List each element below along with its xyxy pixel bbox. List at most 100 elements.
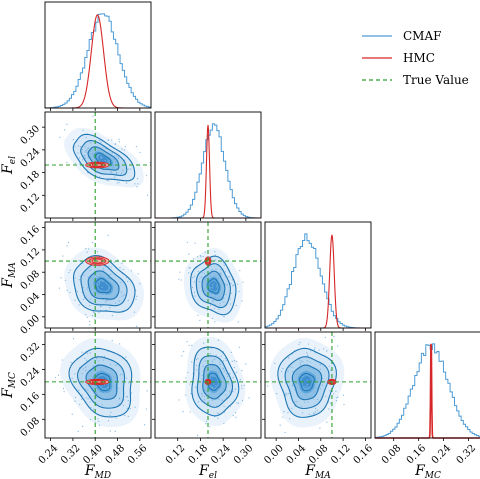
cmaf-sample — [99, 293, 100, 294]
cmaf-sample — [300, 342, 301, 343]
cmaf-sample — [187, 242, 188, 243]
cmaf-sample — [204, 273, 205, 274]
cmaf-sample — [97, 418, 98, 419]
cmaf-sample — [64, 129, 65, 130]
cmaf-sample — [244, 385, 245, 386]
cmaf-sample — [225, 294, 226, 295]
cmaf-sample — [108, 420, 109, 421]
cmaf-sample — [146, 175, 147, 176]
cmaf-sample — [87, 288, 88, 289]
cmaf-sample — [225, 358, 226, 359]
cmaf-sample — [320, 369, 321, 370]
x-axis-label-0: FMD — [84, 463, 111, 479]
cmaf-sample — [185, 394, 186, 395]
panel-3-2: 0.000.040.080.120.16 — [262, 316, 375, 466]
cmaf-sample — [276, 393, 277, 394]
cmaf-sample — [96, 386, 97, 387]
cmaf-sample — [87, 353, 88, 354]
cmaf-sample — [89, 321, 90, 322]
cmaf-sample — [212, 386, 213, 387]
cmaf-sample — [212, 269, 213, 270]
cmaf-sample — [87, 157, 88, 158]
cmaf-sample — [305, 371, 306, 372]
cmaf-sample — [307, 380, 308, 381]
cmaf-sample — [85, 366, 86, 367]
cmaf-sample — [216, 275, 217, 276]
cmaf-sample — [209, 294, 210, 295]
cmaf-sample — [205, 287, 206, 288]
cmaf-sample — [240, 379, 241, 380]
cmaf-sample — [95, 172, 96, 173]
cmaf-sample — [90, 279, 91, 280]
x-axis-label-1: Fel — [198, 463, 217, 479]
cmaf-sample — [74, 400, 75, 401]
cmaf-sample — [333, 393, 334, 394]
cmaf-sample — [117, 182, 118, 183]
cmaf-sample — [289, 418, 290, 419]
cmaf-sample — [301, 360, 302, 361]
cmaf-sample — [99, 283, 100, 284]
cmaf-sample — [204, 399, 205, 400]
cmaf-sample — [67, 290, 68, 291]
cmaf-sample — [210, 378, 211, 379]
x-tick-label: 0.24 — [430, 443, 454, 467]
cmaf-sample — [214, 359, 215, 360]
cmaf-sample — [308, 368, 309, 369]
cmaf-sample — [87, 252, 88, 253]
cmaf-sample — [80, 146, 81, 147]
cmaf-sample — [218, 309, 219, 310]
cmaf-sample — [225, 394, 226, 395]
cmaf-sample — [109, 278, 110, 279]
cmaf-sample — [197, 358, 198, 359]
cmaf-sample — [75, 397, 76, 398]
cmaf-sample — [195, 387, 196, 388]
cmaf-sample — [313, 392, 314, 393]
cmaf-sample — [314, 349, 315, 350]
cmaf-sample — [181, 279, 182, 280]
cmaf-sample — [106, 180, 107, 181]
cmaf-sample — [210, 353, 211, 354]
cmaf-sample — [134, 183, 135, 184]
cmaf-sample — [242, 400, 243, 401]
cmaf-sample — [113, 158, 114, 159]
cmaf-sample — [130, 168, 131, 169]
cmaf-sample — [204, 396, 205, 397]
cmaf-sample — [115, 365, 116, 366]
cmaf-sample — [179, 271, 180, 272]
cmaf-sample — [99, 372, 100, 373]
cmaf-sample — [119, 141, 120, 142]
cmaf-sample — [214, 308, 215, 309]
cmaf-sample — [317, 410, 318, 411]
cmaf-sample — [309, 414, 310, 415]
cmaf-sample — [102, 404, 103, 405]
y-axis-label-3: FMC — [0, 372, 18, 399]
y-tick-label: 0.08 — [19, 269, 43, 293]
cmaf-sample — [306, 369, 307, 370]
cmaf-hist-2 — [265, 234, 371, 328]
cmaf-sample — [229, 373, 230, 374]
cmaf-sample — [315, 326, 316, 327]
cmaf-sample — [300, 441, 301, 442]
cmaf-sample — [51, 333, 52, 334]
cmaf-sample — [90, 142, 91, 143]
cmaf-sample — [81, 352, 82, 353]
cmaf-sample — [216, 355, 217, 356]
cmaf-sample — [199, 281, 200, 282]
cmaf-sample — [188, 254, 189, 255]
cmaf-sample — [299, 359, 300, 360]
cmaf-sample — [84, 358, 85, 359]
cmaf-sample — [308, 372, 309, 373]
cmaf-sample — [134, 312, 135, 313]
cmaf-sample — [231, 352, 232, 353]
cmaf-sample — [96, 392, 97, 393]
y-tick-label: 0.12 — [19, 246, 43, 270]
cmaf-sample — [87, 317, 88, 318]
cmaf-sample — [214, 321, 215, 322]
cmaf-sample — [144, 424, 145, 425]
cmaf-sample — [286, 395, 287, 396]
cmaf-sample — [238, 403, 239, 404]
y-tick-label: 0.24 — [19, 146, 43, 170]
cmaf-sample — [212, 400, 213, 401]
cmaf-sample — [320, 364, 321, 365]
legend-label-1: HMC — [403, 51, 435, 65]
